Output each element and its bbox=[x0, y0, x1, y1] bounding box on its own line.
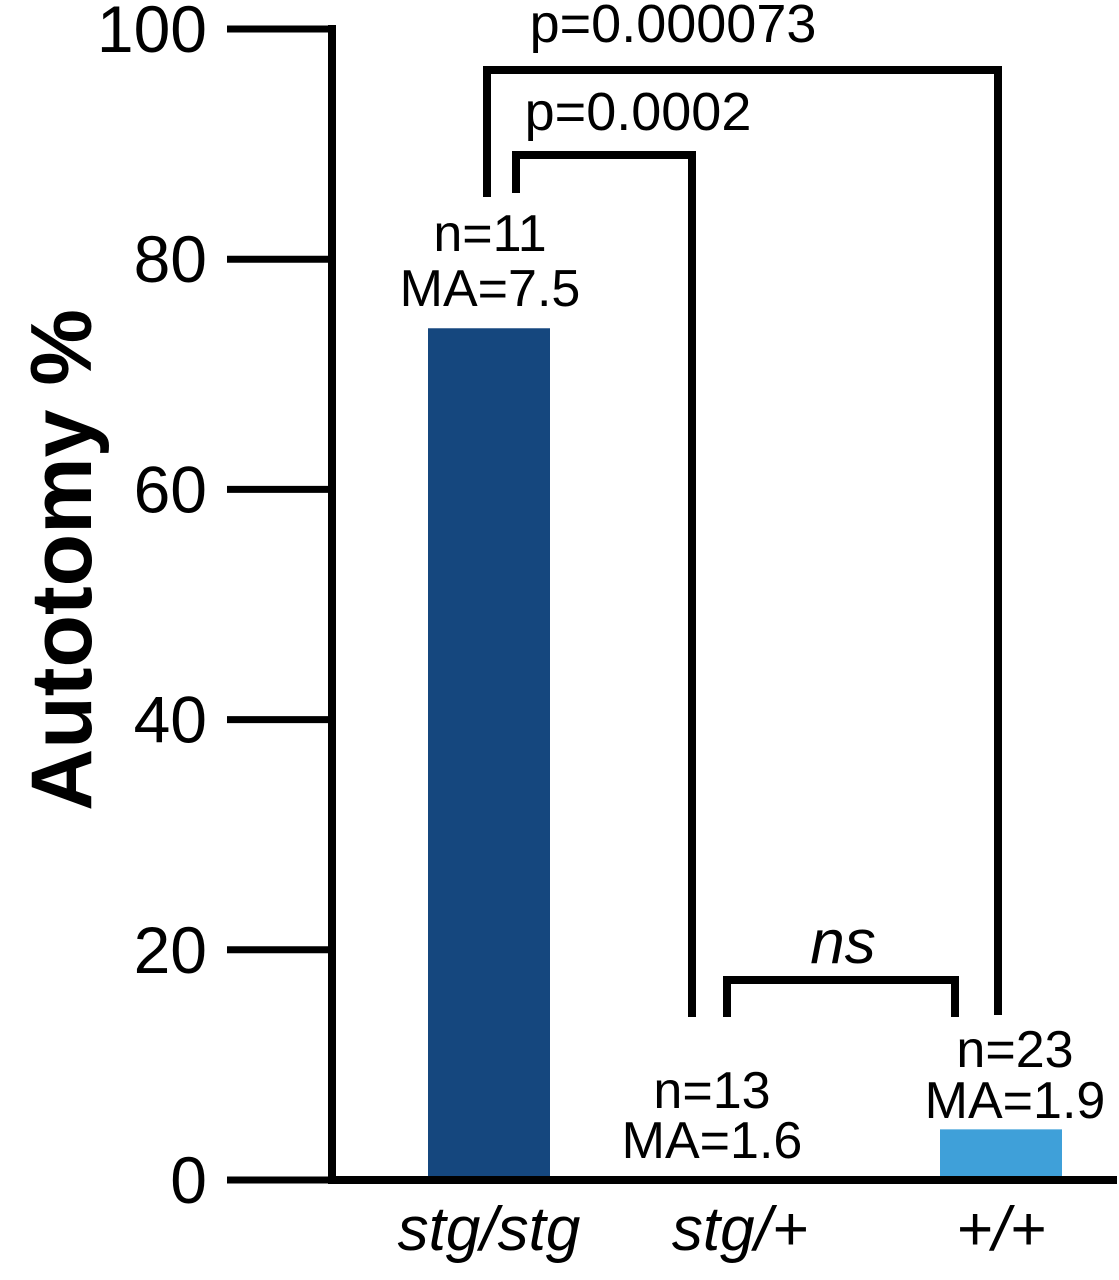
y-axis-title: Autotomy % bbox=[14, 309, 110, 811]
y-tick-label-40: 40 bbox=[134, 683, 207, 757]
bar-annotation-stg/stg-line0: n=11 bbox=[433, 205, 546, 263]
bar-annotation-stg/+-line0: n=13 bbox=[653, 1062, 770, 1120]
x-category-label-stg/stg: stg/stg bbox=[398, 1195, 581, 1264]
y-tick-label-80: 80 bbox=[134, 222, 207, 296]
significance-bracket-2 bbox=[723, 976, 959, 1017]
significance-label-1: p=0.0002 bbox=[525, 82, 752, 142]
bar-annotation-+/+-line1: MA=1.9 bbox=[925, 1072, 1106, 1130]
significance-bracket-1 bbox=[512, 151, 696, 1017]
y-tick-label-100: 100 bbox=[97, 0, 207, 66]
significance-bracket-0 bbox=[483, 66, 1002, 1015]
bar-annotation-+/+-line0: n=23 bbox=[956, 1021, 1073, 1079]
bar-annotation-stg/+-line1: MA=1.6 bbox=[622, 1112, 803, 1170]
y-tick-label-60: 60 bbox=[134, 452, 207, 526]
y-tick-label-0: 0 bbox=[170, 1143, 207, 1217]
bar-stg/stg bbox=[428, 328, 550, 1180]
significance-label-0: p=0.000073 bbox=[530, 0, 817, 54]
bar-annotation-stg/stg-line1: MA=7.5 bbox=[400, 260, 581, 318]
significance-label-2: ns bbox=[810, 908, 875, 977]
y-tick-label-20: 20 bbox=[134, 913, 207, 987]
x-category-label-+/+: +/+ bbox=[956, 1195, 1046, 1264]
x-category-label-stg/+: stg/+ bbox=[672, 1195, 808, 1264]
bar-+/+ bbox=[940, 1129, 1062, 1180]
